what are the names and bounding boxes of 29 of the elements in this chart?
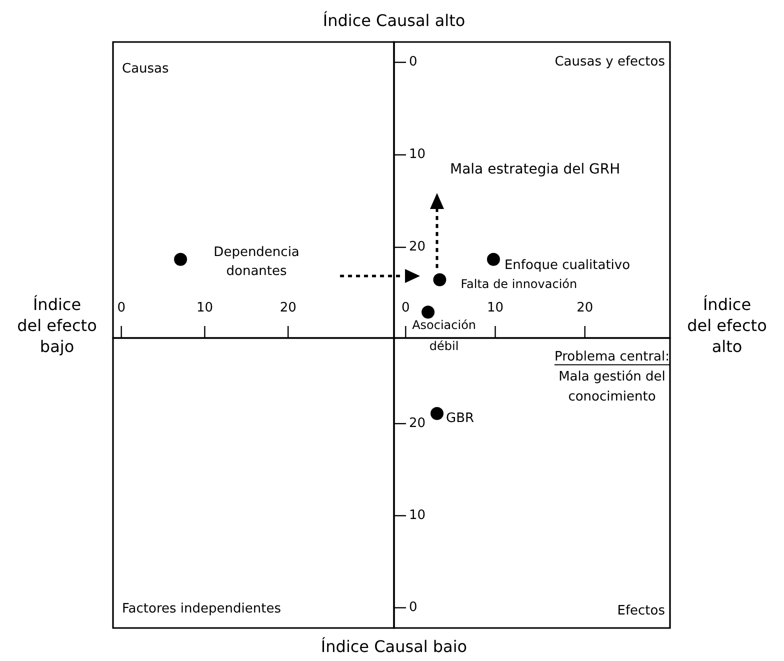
annotation: Mala estrategia del GRH — [450, 162, 620, 178]
annotation: GBR — [446, 410, 474, 426]
y-tick-label: 0 — [409, 54, 418, 70]
annotation: Causas — [122, 61, 170, 76]
y-tick-label: 10 — [409, 508, 426, 524]
annotation: Efectos — [617, 603, 666, 618]
y-tick-label: 20 — [409, 416, 426, 431]
text: Índice Causal alto — [322, 11, 466, 30]
y-tick-label: 20 — [409, 240, 426, 255]
x-tick-label: 10 — [486, 300, 504, 316]
annotation: Factores independientes — [122, 601, 282, 616]
annotation: Asociación débil — [412, 318, 476, 354]
annotation: Dependencia donantes — [214, 244, 300, 279]
y-tick-label: 10 — [409, 147, 426, 162]
annotation: Falta de innovación — [460, 276, 578, 291]
text: Índice del efecto bajo — [17, 295, 97, 356]
y-tick-label: 0 — [409, 600, 418, 616]
annotation: Enfoque cualitativo — [504, 258, 630, 273]
annotation: Causas y efectos — [554, 54, 666, 70]
x-tick-label: 20 — [576, 300, 594, 316]
point — [422, 306, 435, 319]
point — [486, 252, 500, 266]
text: Índice Causal baio — [320, 637, 468, 656]
x-tick-label: 10 — [196, 300, 213, 316]
point — [433, 273, 446, 286]
text: Índice del efecto alto — [687, 295, 767, 356]
annotation: Problema central: Mala gestión del conocimiento — [554, 349, 670, 404]
x-tick-label: 20 — [280, 300, 296, 316]
x-tick-label: 0 — [117, 300, 126, 316]
